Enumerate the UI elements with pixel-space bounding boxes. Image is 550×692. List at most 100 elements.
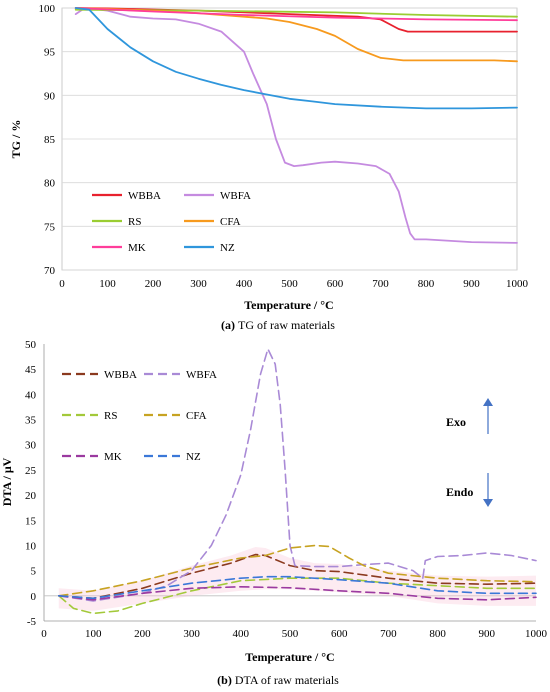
dta-legend-label: RS [104, 410, 117, 422]
tg-legend-label: CFA [220, 216, 241, 228]
dta-y-tick-label: 50 [25, 339, 37, 351]
dta-x-tick-label: 700 [380, 628, 397, 640]
tg-x-tick-label: 1000 [506, 278, 529, 290]
dta-x-tick-label: 300 [183, 628, 200, 640]
dta-y-tick-label: 0 [31, 591, 37, 603]
tg-x-tick-label: 900 [463, 278, 480, 290]
tg-legend-item-mk: MK [92, 242, 146, 254]
exo-arrow-icon [483, 398, 493, 434]
dta-y-tick-label: 25 [25, 465, 37, 477]
dta-y-tick-label: 30 [25, 440, 37, 452]
tg-y-tick-label: 70 [44, 265, 56, 277]
tg-y-tick-labels: 70 75 80 85 90 95 100 [39, 3, 56, 277]
tg-x-tick-labels: 0 100 200 300 400 500 600 700 800 900 1000 [59, 278, 528, 290]
dta-y-tick-label: 45 [25, 364, 37, 376]
tg-legend-item-wbfa: WBFA [184, 190, 251, 202]
dta-x-tick-label: 200 [134, 628, 151, 640]
dta-highlight-band [58, 546, 536, 611]
tg-caption: (a) TG of raw materials [221, 318, 335, 332]
tg-series-mk [74, 7, 518, 22]
dta-endo-label: Endo [446, 485, 473, 499]
dta-legend-item-cfa: CFA [144, 410, 207, 422]
dta-legend: WBBA WBFA RS CFA MK NZ [62, 369, 217, 463]
dta-legend-item-mk: MK [62, 451, 122, 463]
dta-series-rs [57, 577, 537, 615]
dta-x-tick-label: 400 [233, 628, 250, 640]
dta-series-group [57, 348, 537, 615]
dta-y-tick-label: 5 [31, 566, 37, 578]
dta-band [58, 546, 536, 611]
tg-legend: WBBA WBFA RS CFA MK NZ [92, 190, 251, 254]
dta-series-mk [57, 585, 537, 601]
tg-legend-item-wbba: WBBA [92, 190, 161, 202]
tg-legend-item-nz: NZ [184, 242, 235, 254]
dta-legend-item-wbba: WBBA [62, 369, 137, 381]
tg-gridlines [62, 7, 517, 271]
dta-series-cfa [57, 544, 537, 597]
dta-legend-item-wbfa: WBFA [144, 369, 217, 381]
tg-x-axis-title: Temperature / °C [244, 298, 333, 312]
dta-x-axis-title: Temperature / °C [245, 650, 334, 664]
dta-y-tick-label: 20 [25, 490, 37, 502]
dta-y-tick-label: -5 [27, 616, 37, 628]
dta-caption-label: (b) [217, 673, 232, 687]
tg-y-tick-label: 100 [39, 3, 56, 15]
tg-x-tick-label: 200 [145, 278, 162, 290]
dta-legend-item-rs: RS [62, 410, 117, 422]
tg-x-tick-label: 300 [190, 278, 207, 290]
dta-chart: 0 100 200 300 400 500 600 700 800 900 1000 -5 0 5 10 1… [0, 339, 548, 687]
dta-series-wbfa [57, 348, 537, 602]
tg-y-tick-label: 90 [44, 90, 56, 102]
dta-y-tick-label: 15 [25, 515, 37, 527]
tg-caption-text: TG of raw materials [238, 318, 335, 332]
tg-legend-item-cfa: CFA [184, 216, 241, 228]
dta-legend-label: MK [104, 451, 122, 463]
dta-legend-label: NZ [186, 451, 201, 463]
dta-legend-label: WBFA [186, 369, 217, 381]
dta-x-tick-label: 900 [479, 628, 496, 640]
tg-y-tick-label: 85 [44, 134, 56, 146]
tg-x-tick-label: 0 [59, 278, 65, 290]
tg-y-axis-title: TG / % [9, 120, 23, 159]
dta-series-nz [57, 575, 537, 600]
tg-series-nz [74, 7, 518, 110]
dta-caption: (b) DTA of raw materials [217, 673, 339, 687]
dta-x-tick-label: 600 [331, 628, 348, 640]
dta-caption-text: DTA of raw materials [235, 673, 339, 687]
tg-chart: 0 100 200 300 400 500 600 700 800 900 1000 70 75 80 8… [9, 3, 529, 332]
tg-legend-label: WBBA [128, 190, 161, 202]
tg-legend-label: RS [128, 216, 141, 228]
tg-legend-label: WBFA [220, 190, 251, 202]
tg-y-tick-label: 80 [44, 178, 56, 190]
tg-legend-label: MK [128, 242, 146, 254]
tg-x-tick-label: 600 [327, 278, 344, 290]
tg-caption-label: (a) [221, 318, 235, 332]
dta-y-axis-title: DTA / μV [0, 457, 14, 506]
dta-x-tick-label: 100 [85, 628, 102, 640]
dta-y-tick-label: 10 [25, 540, 37, 552]
dta-legend-item-nz: NZ [144, 451, 201, 463]
dta-y-tick-labels: -5 0 5 10 15 20 25 30 35 40 45 50 [25, 339, 37, 628]
tg-series-group [74, 7, 518, 244]
dta-y-tick-label: 35 [25, 415, 37, 427]
endo-arrow-icon [483, 473, 493, 507]
tg-y-tick-label: 75 [44, 221, 56, 233]
dta-exo-label: Exo [446, 415, 466, 429]
tg-x-tick-label: 100 [99, 278, 116, 290]
dta-x-tick-labels: 0 100 200 300 400 500 600 700 800 900 1000 [41, 628, 547, 640]
dta-x-tick-label: 500 [282, 628, 299, 640]
dta-x-tick-label: 1000 [525, 628, 548, 640]
dta-y-tick-label: 40 [25, 389, 37, 401]
dta-legend-label: WBBA [104, 369, 137, 381]
dta-x-tick-label: 800 [429, 628, 446, 640]
dta-legend-label: CFA [186, 410, 207, 422]
tg-x-tick-label: 400 [236, 278, 253, 290]
tg-x-tick-label: 500 [281, 278, 298, 290]
tg-y-tick-label: 95 [44, 47, 56, 59]
dta-x-tick-label: 0 [41, 628, 47, 640]
tg-series-wbfa [74, 7, 518, 244]
tg-legend-label: NZ [220, 242, 235, 254]
dta-series-wbba [57, 553, 537, 600]
tg-x-tick-label: 800 [418, 278, 435, 290]
